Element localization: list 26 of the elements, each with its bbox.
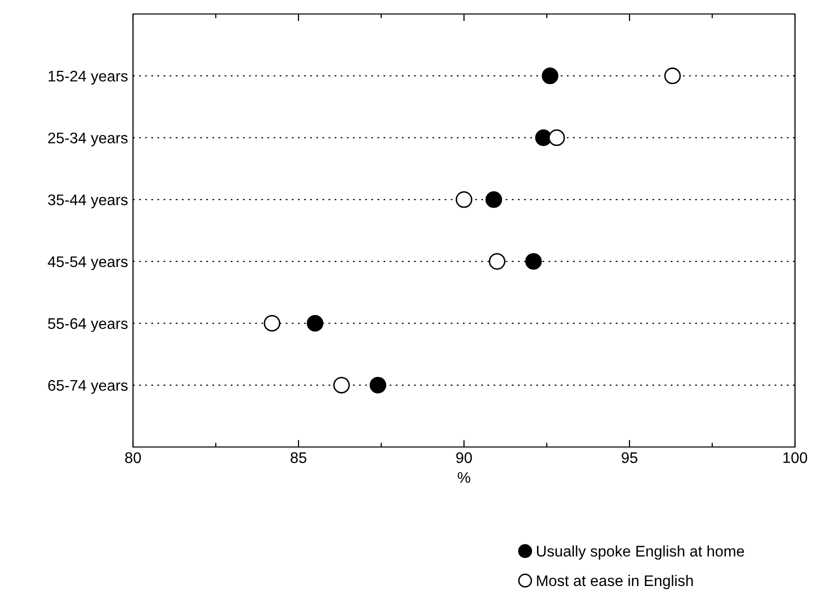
point [542, 68, 558, 84]
x-tick-label: 100 [783, 452, 808, 464]
x-tick-label: 95 [622, 452, 638, 464]
point [488, 253, 506, 270]
point [370, 376, 386, 394]
y-tick-label: 55-64 years [48, 318, 128, 332]
point [525, 253, 542, 270]
y-tick-label: 65-74 years [48, 380, 128, 394]
point [548, 129, 565, 146]
legend-label: Usually spoke English at home [536, 545, 744, 560]
y-tick-label: 45-54 years [48, 256, 128, 270]
x-tick-label: 80 [125, 452, 141, 464]
point [535, 129, 552, 146]
point [456, 191, 472, 208]
y-tick-label: 25-34 years [48, 132, 128, 146]
point [306, 314, 324, 332]
point [333, 376, 350, 394]
point [485, 191, 502, 208]
point [264, 314, 280, 332]
x-tick-label: 85 [290, 452, 306, 464]
x-tick-label: 90 [456, 452, 472, 464]
y-tick-label: 15-24 years [48, 70, 128, 85]
legend-label: Most at ease in English [537, 574, 693, 590]
point [664, 68, 681, 84]
y-tick-label: 35-44 years [48, 194, 128, 208]
x-axis-title: % [458, 472, 470, 483]
